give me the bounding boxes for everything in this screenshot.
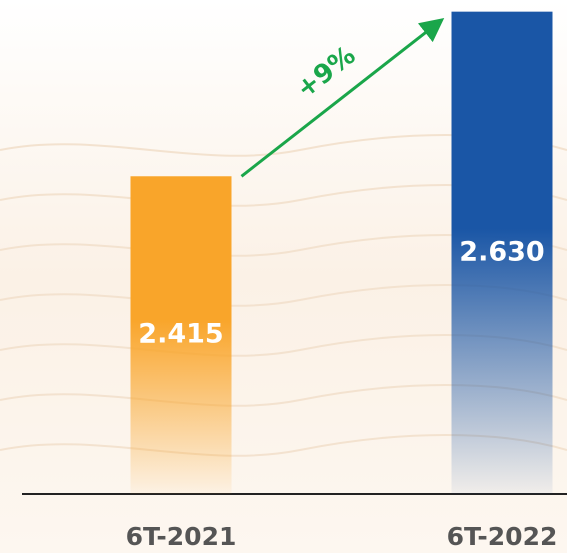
growth-arrow (240, 17, 445, 178)
value-label: 2.415 (138, 319, 223, 350)
value-label: 2.630 (459, 236, 544, 267)
bar (451, 11, 553, 494)
x-tick-label: 6T-2022 (447, 522, 558, 551)
bar (130, 176, 232, 494)
x-tick-label: 6T-2021 (126, 522, 237, 551)
